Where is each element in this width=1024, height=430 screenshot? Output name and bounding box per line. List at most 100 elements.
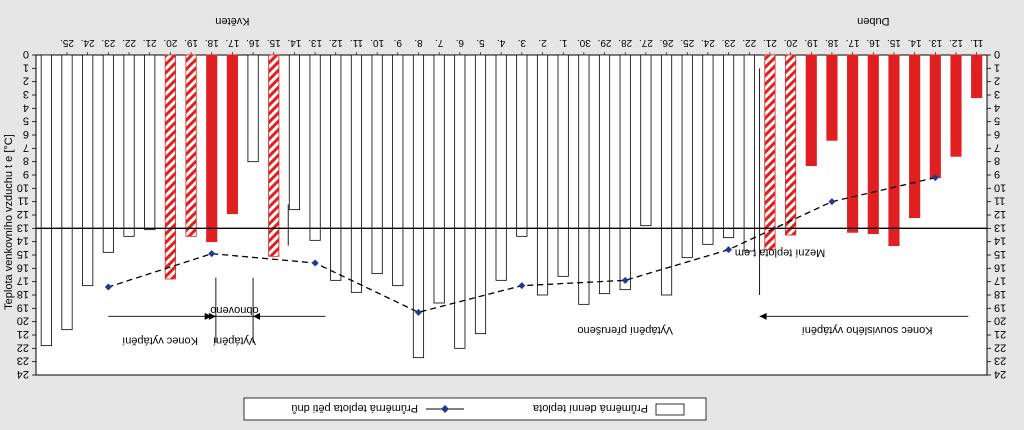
y-tick-label-left: 8 — [994, 155, 1000, 167]
y-tick-label-right: 8 — [23, 155, 29, 167]
y-tick-label-left: 7 — [994, 141, 1000, 153]
y-tick-label-right: 21 — [17, 328, 29, 340]
bar-35 — [268, 54, 280, 257]
x-tick-label: 18. — [205, 37, 219, 48]
y-tick-label-right: 20 — [17, 315, 29, 327]
bar-42 — [123, 54, 135, 237]
x-tick-label: 23. — [722, 37, 736, 48]
bar-36 — [247, 54, 259, 163]
bar-45 — [61, 54, 73, 331]
x-tick-label: 19. — [184, 37, 198, 48]
bar-9 — [805, 54, 817, 167]
bar-1 — [971, 54, 983, 99]
month-label-may: Květen — [215, 15, 249, 27]
y-tick-label-right: 0 — [23, 48, 29, 60]
y-tick-label-right: 15 — [17, 248, 29, 260]
x-tick-label: 18. — [825, 37, 839, 48]
average-point-8 — [208, 250, 216, 258]
bar-14 — [702, 54, 714, 245]
x-tick-label: 15. — [887, 37, 901, 48]
line-series — [104, 174, 939, 316]
y-tick-label-left: 15 — [994, 248, 1006, 260]
y-tick-label-right: 12 — [17, 208, 29, 220]
y-tick-label-right: 4 — [23, 101, 29, 113]
bar-16 — [660, 54, 673, 296]
x-tick-label: 14. — [287, 37, 301, 48]
x-tick-label: 27. — [639, 37, 653, 48]
average-point-9 — [104, 283, 112, 291]
y-tick-label-right: 11 — [18, 195, 29, 207]
y-tick-label-right: 1 — [23, 61, 29, 73]
x-tick-label: 26. — [660, 37, 674, 48]
bar-5 — [888, 54, 900, 247]
y-tick-label-left: 9 — [994, 168, 1000, 180]
x-tick-label: 23. — [101, 37, 115, 48]
x-tick-label: 20. — [784, 37, 798, 48]
y-tick-label-right: 14 — [17, 235, 29, 247]
bar-30 — [371, 54, 383, 275]
end-continuous-arrowhead — [759, 312, 767, 320]
bar-32 — [330, 54, 342, 281]
bar-25 — [474, 54, 487, 335]
y-tick-label-right: 9 — [23, 168, 29, 180]
bar-39 — [185, 54, 197, 237]
y-tick-label-left: 2 — [994, 75, 1000, 87]
x-tick-label: 17. — [225, 37, 239, 48]
average-point-2 — [828, 198, 836, 206]
y-tick-label-right: 22 — [17, 341, 29, 353]
bar-18 — [619, 54, 631, 291]
bar-29 — [392, 54, 404, 287]
x-tick-label: 30. — [577, 37, 591, 48]
y-tick-label-left: 13 — [994, 221, 1006, 233]
legend-bar-swatch — [655, 403, 685, 416]
average-point-1 — [931, 174, 939, 182]
bar-11 — [764, 54, 776, 251]
x-tick-label: 3. — [518, 37, 526, 48]
x-tick-label: 13. — [928, 37, 942, 48]
y-axis-label: Teplota venkovního vzduchu t e [°C] — [3, 134, 15, 310]
y-tick-label-right: 19 — [17, 301, 29, 313]
average-point-3 — [725, 246, 733, 254]
bar-46 — [40, 54, 52, 347]
x-tick-label: 6. — [456, 37, 464, 48]
bar-33 — [309, 54, 321, 241]
x-tick-label: 22. — [742, 37, 756, 48]
y-tick-label-left: 3 — [994, 88, 1000, 100]
y-tick-label-right: 2 — [23, 75, 29, 87]
month-label-april: Duben — [857, 15, 889, 27]
bar-3 — [929, 54, 941, 179]
bar-43 — [102, 54, 114, 253]
legend-box — [243, 397, 707, 421]
y-tick-label-left: 22 — [994, 341, 1006, 353]
x-tick-label: 2. — [538, 37, 546, 48]
x-tick-label: 22. — [122, 37, 136, 48]
x-tick-label: 14. — [908, 37, 922, 48]
x-tick-label: 16. — [866, 37, 880, 48]
bar-19 — [598, 54, 611, 295]
bar-4 — [909, 54, 921, 219]
legend-line-label: Průměrná teplota pěti dnů — [291, 402, 418, 414]
x-tick-label: 12. — [329, 37, 343, 48]
y-tick-label-right: 6 — [23, 128, 29, 140]
bar-23 — [516, 54, 528, 237]
bar-20 — [578, 54, 590, 305]
y-tick-label-left: 14 — [994, 235, 1006, 247]
y-tick-label-right: 7 — [23, 141, 29, 153]
y-tick-label-right: 24 — [17, 368, 29, 380]
bar-6 — [867, 54, 879, 235]
bar-28 — [412, 54, 425, 359]
x-tick-label: 11. — [970, 37, 983, 48]
x-tick-label: 25. — [680, 37, 694, 48]
y-tick-label-left: 17 — [994, 275, 1006, 287]
x-tick-label: 8. — [414, 37, 422, 48]
bar-21 — [557, 54, 569, 277]
bar-31 — [350, 54, 363, 293]
y-tick-label-left: 5 — [994, 115, 1000, 127]
x-tick-label: 20. — [163, 37, 177, 48]
y-tick-label-right: 3 — [23, 88, 29, 100]
x-tick-label: 17. — [846, 37, 860, 48]
bar-40 — [164, 54, 176, 280]
